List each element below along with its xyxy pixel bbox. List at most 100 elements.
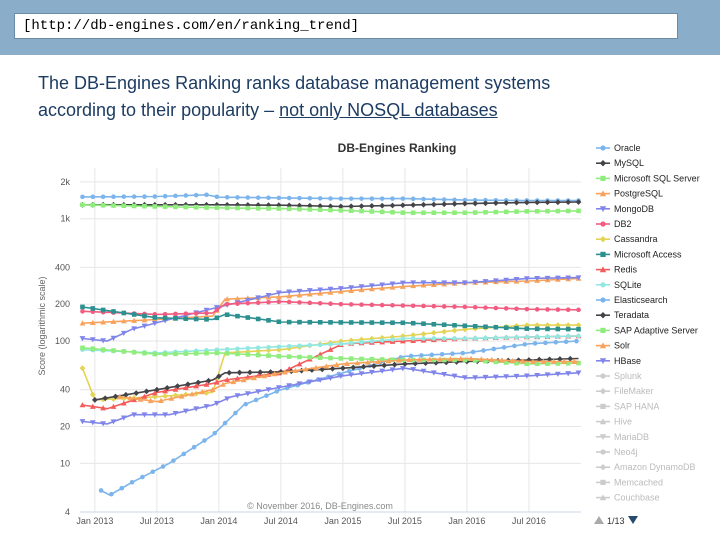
data-point-db2 xyxy=(224,301,230,307)
data-point-db2 xyxy=(576,307,581,313)
legend-item-mongodb[interactable]: MongoDB xyxy=(596,204,654,214)
legend-item-microsoft-access[interactable]: Microsoft Access xyxy=(596,249,682,259)
legend-item-mysql[interactable]: MySQL xyxy=(596,158,644,168)
data-point-cassandra xyxy=(162,393,169,400)
legend-swatch-marker xyxy=(599,236,607,243)
data-point-hbase xyxy=(492,374,499,380)
data-point-hbase xyxy=(131,412,138,418)
pager-down-arrow-icon[interactable] xyxy=(628,516,638,524)
data-point-microsoft-access xyxy=(235,313,240,319)
legend-item-sap-hana[interactable]: SAP HANA xyxy=(596,401,659,411)
data-point-microsoft-sql-server xyxy=(142,203,147,209)
data-point-postgresql xyxy=(234,295,241,301)
nosql-link[interactable]: not only NOSQL databases xyxy=(279,100,498,120)
legend-item-elasticsearch[interactable]: Elasticsearch xyxy=(596,295,668,305)
data-point-sap-adaptive-server xyxy=(452,357,457,363)
data-point-teradata xyxy=(536,356,543,363)
headline-line-1: The DB-Engines Ranking ranks database ma… xyxy=(38,73,551,93)
data-point-solr xyxy=(488,356,495,363)
data-point-oracle xyxy=(462,197,468,203)
series-solr[interactable] xyxy=(116,355,579,404)
data-point-oracle xyxy=(80,194,85,200)
legend-item-couchbase[interactable]: Couchbase xyxy=(596,493,660,503)
legend-item-memcached[interactable]: Memcached xyxy=(596,477,663,487)
data-point-hbase xyxy=(255,389,262,395)
legend-item-redis[interactable]: Redis xyxy=(596,265,638,275)
data-point-sqlite xyxy=(462,336,468,341)
data-point-solr xyxy=(416,356,423,362)
series-sap-adaptive-server[interactable] xyxy=(80,345,581,367)
legend-item-hbase[interactable]: HBase xyxy=(596,356,641,366)
series-oracle[interactable] xyxy=(80,192,581,203)
legend-label: Amazon DynamoDB xyxy=(614,462,696,472)
x-tick-label: Jul 2013 xyxy=(140,516,174,526)
data-point-sap-adaptive-server xyxy=(235,351,240,357)
data-point-hbase xyxy=(203,404,210,410)
data-point-db2 xyxy=(359,302,364,307)
data-point-cassandra xyxy=(534,322,541,329)
series-microsoft-access[interactable] xyxy=(80,304,581,332)
data-point-sap-adaptive-server xyxy=(100,347,106,352)
data-point-solr xyxy=(251,375,257,381)
legend-item-neo4j[interactable]: Neo4j xyxy=(596,447,638,457)
data-point-sap-adaptive-server xyxy=(338,356,344,361)
series-hbase[interactable] xyxy=(79,366,582,427)
data-point-db2 xyxy=(348,302,354,307)
data-point-postgresql xyxy=(327,289,334,295)
data-point-solr xyxy=(540,358,547,364)
legend-item-solr[interactable]: Solr xyxy=(596,341,630,351)
legend-item-amazon-dynamodb[interactable]: Amazon DynamoDB xyxy=(596,462,696,472)
legend-item-sqlite[interactable]: SQLite xyxy=(596,280,642,290)
data-point-teradata xyxy=(112,393,119,400)
data-point-microsoft-access xyxy=(359,320,364,325)
data-point-db2 xyxy=(379,302,385,308)
data-point-cassandra xyxy=(430,329,437,336)
legend-item-oracle[interactable]: Oracle xyxy=(596,143,641,153)
legend-item-cassandra[interactable]: Cassandra xyxy=(596,234,658,244)
legend-item-db2[interactable]: DB2 xyxy=(596,219,632,229)
data-point-microsoft-access xyxy=(245,315,251,320)
data-point-solr xyxy=(127,395,133,401)
data-point-microsoft-sql-server xyxy=(276,206,282,211)
legend-item-microsoft-sql-server[interactable]: Microsoft SQL Server xyxy=(596,173,700,183)
legend-item-postgresql[interactable]: PostgreSQL xyxy=(596,189,663,199)
data-point-db2 xyxy=(162,311,168,317)
data-point-oracle xyxy=(317,196,323,201)
data-point-db2 xyxy=(266,299,271,305)
legend-item-mariadb[interactable]: MariaDB xyxy=(596,432,649,442)
data-point-microsoft-sql-server xyxy=(338,208,344,213)
data-point-cassandra xyxy=(575,322,582,329)
data-point-microsoft-sql-server xyxy=(483,210,488,215)
data-point-sap-adaptive-server xyxy=(348,356,354,361)
data-point-microsoft-access xyxy=(193,316,199,322)
data-point-db2 xyxy=(276,299,282,305)
pager-up-arrow-icon[interactable] xyxy=(594,516,604,524)
data-point-microsoft-sql-server xyxy=(193,204,199,210)
series-db2[interactable] xyxy=(80,299,581,317)
data-point-mysql xyxy=(451,201,458,207)
legend-label: MongoDB xyxy=(614,204,654,214)
data-point-sqlite xyxy=(276,344,282,350)
data-point-microsoft-sql-server xyxy=(431,210,437,216)
legend-item-sap-adaptive-server[interactable]: SAP Adaptive Server xyxy=(596,325,698,335)
data-point-mongodb xyxy=(358,284,365,290)
legend-item-filemaker[interactable]: FileMaker xyxy=(596,386,654,396)
legend-label: Neo4j xyxy=(614,447,638,457)
legend-item-teradata[interactable]: Teradata xyxy=(596,310,649,320)
data-point-sqlite xyxy=(431,336,437,341)
data-point-postgresql xyxy=(286,293,293,299)
data-point-db2 xyxy=(390,303,395,308)
data-point-microsoft-access xyxy=(90,306,96,311)
series-microsoft-sql-server[interactable] xyxy=(80,202,581,216)
series-elasticsearch[interactable] xyxy=(98,338,579,497)
series-mongodb[interactable] xyxy=(79,275,582,344)
legend-item-splunk[interactable]: Splunk xyxy=(596,371,642,381)
data-point-elasticsearch xyxy=(543,340,548,346)
source-url[interactable]: [http://db-engines.com/en/ranking_trend] xyxy=(14,13,678,39)
data-point-microsoft-sql-server xyxy=(576,208,581,214)
data-point-db2 xyxy=(255,300,261,305)
data-point-sap-adaptive-server xyxy=(493,359,499,365)
data-point-mongodb xyxy=(565,275,572,281)
legend-item-hive[interactable]: Hive xyxy=(596,417,632,427)
data-point-microsoft-access xyxy=(483,324,488,330)
